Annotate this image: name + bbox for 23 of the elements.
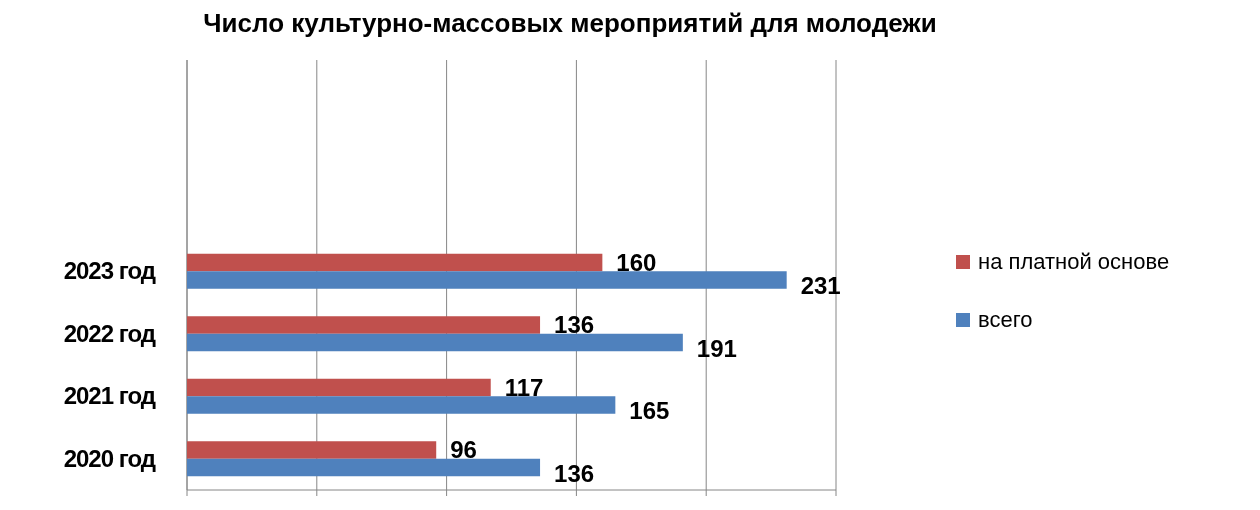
data-label: 136 bbox=[554, 311, 595, 338]
data-label: 96 bbox=[450, 436, 477, 463]
data-label: 160 bbox=[616, 248, 657, 276]
y-tick-label: 2020 год bbox=[63, 444, 156, 472]
bar bbox=[187, 378, 491, 397]
y-tick-label: 2022 год bbox=[63, 319, 156, 347]
y-tick-label: 2023 год bbox=[63, 257, 156, 285]
data-label: 231 bbox=[800, 272, 841, 299]
bar bbox=[187, 316, 541, 334]
legend-label: всего bbox=[978, 307, 1033, 332]
data-label: 136 bbox=[554, 459, 595, 487]
bar bbox=[187, 396, 616, 414]
chart-title: Число культурно-массовых мероприятий для молодежи bbox=[203, 8, 937, 38]
data-label: 191 bbox=[696, 334, 737, 362]
data-label: 117 bbox=[504, 373, 544, 401]
y-tick-label: 2021 год bbox=[63, 382, 156, 410]
bar bbox=[187, 271, 787, 289]
bar bbox=[187, 441, 437, 459]
data-label: 165 bbox=[629, 397, 670, 424]
bar bbox=[187, 458, 541, 477]
bar bbox=[187, 333, 683, 352]
bar bbox=[187, 253, 603, 272]
legend-label: на платной основе bbox=[978, 249, 1170, 274]
